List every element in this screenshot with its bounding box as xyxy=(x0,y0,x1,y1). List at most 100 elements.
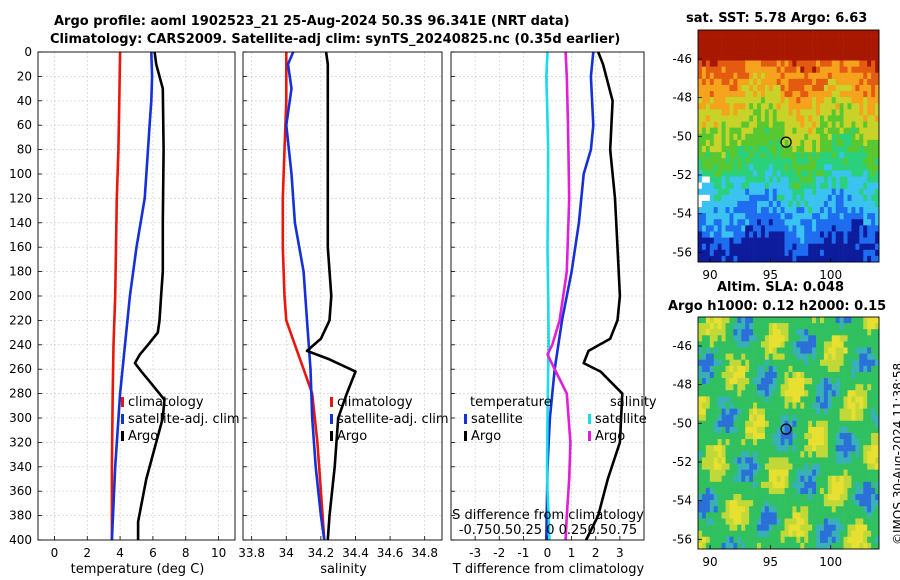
series-satellite-adj-clim xyxy=(110,51,154,541)
salinity-frame xyxy=(242,51,443,541)
y-tick-label: 40 xyxy=(17,94,32,108)
diff-s-axis-ticks: -0.750.50.25 0 0.250.50.75 xyxy=(459,523,637,538)
y-tick-label: 80 xyxy=(17,143,32,157)
temperature-frame xyxy=(37,51,236,541)
y-tick-label: 120 xyxy=(9,191,32,205)
salinity-legend-swatch xyxy=(330,397,333,407)
series-argo xyxy=(305,51,357,541)
y-tick-label: 240 xyxy=(9,338,32,352)
sst_map-argo-marker xyxy=(780,136,792,148)
salinity-x-tick-label: 34.2 xyxy=(308,546,335,560)
sst_map-y-tick-label: -54 xyxy=(672,207,692,221)
salinity-legend-label: Argo xyxy=(337,429,367,444)
sla_map-y-tick-label: -46 xyxy=(672,339,692,353)
sst-map-title: sat. SST: 5.78 Argo: 6.63 xyxy=(686,11,868,26)
y-tick-label: 280 xyxy=(9,387,32,401)
sst_map-y-tick-label: -56 xyxy=(672,245,692,259)
y-tick-label: 380 xyxy=(9,509,32,523)
difference-x-tick-label: 0 xyxy=(544,546,552,560)
diff-right-legend-swatch xyxy=(588,431,591,441)
y-tick-label: 260 xyxy=(9,362,32,376)
y-tick-label: 180 xyxy=(9,265,32,279)
sla-map-subtitle: Argo h1000: 0.12 h2000: 0.15 xyxy=(668,299,887,314)
diff-left-legend-label: Argo xyxy=(471,429,501,444)
diff-right-legend-swatch xyxy=(588,414,591,424)
difference-frame xyxy=(450,51,645,541)
difference-xlabel: T difference from climatology xyxy=(452,562,645,577)
series-s-argo xyxy=(546,51,572,541)
y-tick-label: 360 xyxy=(9,484,32,498)
salinity-x-tick-label: 34.8 xyxy=(411,546,438,560)
series-argo xyxy=(133,51,166,540)
temperature-x-tick-label: 4 xyxy=(116,546,124,560)
y-tick-label: 160 xyxy=(9,240,32,254)
y-tick-label: 400 xyxy=(9,533,32,547)
sst_map-frame xyxy=(697,29,880,263)
y-tick-label: 20 xyxy=(17,69,32,83)
sla_map-y-tick-label: -54 xyxy=(672,494,692,508)
salinity-grid xyxy=(243,51,442,541)
salinity-legend-swatch xyxy=(330,431,333,441)
salinity-x-tick-label: 33.8 xyxy=(238,546,265,560)
diff-s-axis-title: S difference from climatology xyxy=(452,508,644,523)
figure-title-line1: Argo profile: aoml 1902523_21 25-Aug-202… xyxy=(54,14,570,29)
temperature-legend-label: Argo xyxy=(128,429,158,444)
y-tick-label: 220 xyxy=(9,313,32,327)
temperature-legend-swatch xyxy=(121,414,124,424)
temperature-legend-label: satellite-adj. clim xyxy=(128,412,240,427)
sla_map-y-tick-label: -52 xyxy=(672,455,692,469)
series-s-satellite xyxy=(544,51,551,541)
sla_map-x-tick-label: 90 xyxy=(702,555,717,569)
sla_map-raster xyxy=(698,317,880,550)
salinity-x-tick-label: 34 xyxy=(279,546,294,560)
diff-right-legend-label: satellite xyxy=(595,412,647,427)
figure-title-line2: Climatology: CARS2009. Satellite-adj cli… xyxy=(50,32,621,47)
temperature-xlabel: temperature (deg C) xyxy=(71,562,205,577)
diff-right-legend-label: Argo xyxy=(595,429,625,444)
difference-x-tick-label: 3 xyxy=(616,546,624,560)
y-tick-label: 100 xyxy=(9,167,32,181)
temperature-x-tick-label: 8 xyxy=(182,546,190,560)
sst_map-x-tick-label: 90 xyxy=(702,268,717,282)
sst_map-x-tick-label: 95 xyxy=(763,268,778,282)
temperature-x-tick-label: 10 xyxy=(211,546,226,560)
temperature-x-tick-label: 6 xyxy=(149,546,157,560)
sst_map-y-tick-label: -46 xyxy=(672,52,692,66)
series-climatology xyxy=(281,52,326,541)
salinity-legend-label: satellite-adj. clim xyxy=(337,412,449,427)
difference-x-tick-label: 1 xyxy=(568,546,576,560)
difference-x-tick-label: -1 xyxy=(517,546,529,560)
y-tick-label: 300 xyxy=(9,411,32,425)
temperature-grid xyxy=(38,51,235,541)
difference-x-tick-label: -2 xyxy=(493,546,505,560)
y-tick-label: 0 xyxy=(24,45,32,59)
sla-map-title: Altim. SLA: 0.048 xyxy=(717,280,844,295)
difference-x-tick-label: -3 xyxy=(469,546,481,560)
y-tick-label: 140 xyxy=(9,216,32,230)
sla_map-y-tick-label: -50 xyxy=(672,416,692,430)
series-climatology xyxy=(110,51,122,540)
temperature-x-tick-label: 0 xyxy=(51,546,59,560)
temperature-legend-swatch xyxy=(121,397,124,407)
y-tick-label: 320 xyxy=(9,435,32,449)
sla_map-y-tick-label: -56 xyxy=(672,532,692,546)
series-t-argo xyxy=(582,51,624,541)
sst_map-x-tick-label: 100 xyxy=(819,268,842,282)
diff-legend-salinity: salinity xyxy=(610,395,657,410)
sla_map-y-tick-label: -48 xyxy=(672,378,692,392)
salinity-x-tick-label: 34.6 xyxy=(377,546,404,560)
salinity-legend-label: climatology xyxy=(337,395,413,410)
temperature-x-tick-label: 2 xyxy=(83,546,91,560)
y-tick-label: 340 xyxy=(9,460,32,474)
sla_map-x-tick-label: 100 xyxy=(819,555,842,569)
y-tick-label: 60 xyxy=(17,118,32,132)
sla_map-x-tick-label: 95 xyxy=(763,555,778,569)
diff-left-legend-swatch xyxy=(464,414,467,424)
diff-left-legend-label: satellite xyxy=(471,412,523,427)
temperature-legend-label: climatology xyxy=(128,395,204,410)
sla_map-frame xyxy=(697,316,880,550)
diff-left-legend-swatch xyxy=(464,431,467,441)
sst_map-y-tick-label: -50 xyxy=(672,129,692,143)
y-tick-label: 200 xyxy=(9,289,32,303)
